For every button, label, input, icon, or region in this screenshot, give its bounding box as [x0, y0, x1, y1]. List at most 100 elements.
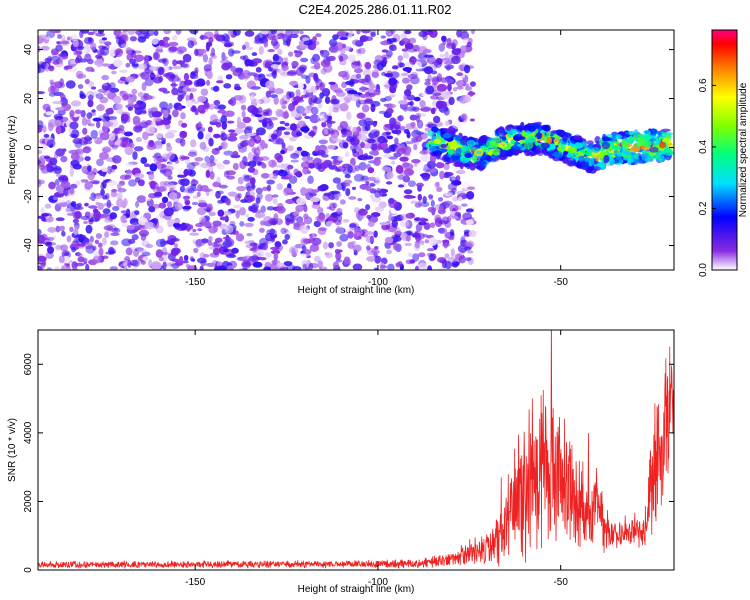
noise-blob: [53, 151, 59, 160]
noise-blob: [281, 142, 286, 149]
noise-blob: [297, 82, 304, 90]
noise-blob: [310, 85, 318, 93]
signal-blob: [523, 141, 534, 150]
noise-blob: [42, 103, 51, 111]
noise-blob: [191, 178, 196, 183]
noise-blob: [428, 253, 436, 262]
noise-blob: [289, 123, 297, 131]
noise-blob: [163, 207, 174, 217]
noise-blob: [244, 222, 254, 228]
noise-blob: [323, 127, 330, 135]
noise-blob: [276, 262, 285, 268]
noise-blob: [232, 150, 239, 157]
signal-blob: [641, 150, 648, 154]
noise-blob: [83, 220, 88, 225]
noise-blob: [199, 35, 208, 40]
noise-blob: [196, 78, 206, 87]
noise-blob: [162, 109, 169, 119]
noise-blob: [252, 152, 260, 161]
noise-blob: [444, 120, 450, 127]
noise-blob: [113, 227, 119, 232]
noise-blob: [183, 72, 190, 81]
noise-blob: [232, 162, 239, 171]
noise-blob: [106, 116, 117, 121]
noise-blob: [112, 95, 122, 104]
noise-blob: [244, 174, 253, 181]
noise-blob: [403, 107, 408, 112]
noise-blob: [206, 203, 213, 212]
noise-blob: [371, 150, 379, 156]
noise-blob: [342, 168, 352, 175]
noise-blob: [405, 136, 412, 146]
signal-blob: [480, 135, 487, 144]
noise-blob: [441, 242, 451, 247]
noise-blob: [339, 233, 349, 242]
noise-blob: [246, 80, 257, 90]
noise-blob: [229, 252, 236, 258]
noise-blob: [43, 155, 50, 160]
noise-blob: [353, 173, 365, 182]
noise-blob: [153, 30, 159, 36]
noise-blob: [116, 192, 123, 201]
signal-blob: [498, 126, 505, 133]
noise-blob: [446, 65, 451, 71]
noise-blob: [244, 30, 255, 37]
noise-blob: [134, 107, 143, 116]
noise-blob: [402, 51, 409, 59]
noise-blob: [405, 212, 416, 219]
noise-blob: [197, 201, 208, 208]
noise-blob: [199, 109, 206, 114]
noise-blob: [113, 59, 123, 68]
noise-blob: [415, 114, 421, 123]
noise-blob: [411, 158, 421, 164]
noise-blob: [409, 259, 416, 264]
noise-blob: [433, 60, 443, 68]
noise-blob: [137, 91, 144, 98]
noise-blob: [38, 45, 41, 53]
signal-blob: [433, 138, 442, 145]
noise-blob: [373, 230, 378, 238]
noise-blob: [424, 54, 434, 58]
noise-blob: [356, 112, 366, 119]
noise-blob: [451, 48, 462, 56]
signal-blob: [454, 135, 460, 140]
noise-blob: [441, 239, 450, 244]
noise-blob: [293, 210, 300, 216]
noise-blob: [300, 126, 310, 133]
noise-blob: [281, 64, 289, 71]
noise-blob: [129, 36, 137, 42]
noise-blob: [151, 110, 162, 118]
noise-blob: [359, 94, 367, 99]
noise-blob: [45, 36, 51, 40]
noise-blob: [333, 89, 344, 94]
noise-blob: [156, 133, 163, 139]
noise-blob: [282, 239, 288, 245]
noise-blob: [427, 206, 437, 213]
noise-blob: [385, 131, 392, 136]
x-tick-label: -150: [185, 277, 205, 288]
noise-blob: [432, 92, 442, 97]
colorbar-ticks: 0.0 0.2 0.4 0.6: [698, 78, 716, 277]
noise-blob: [383, 153, 392, 159]
noise-blob: [459, 30, 468, 34]
noise-blob: [214, 147, 221, 152]
noise-blob: [430, 200, 435, 208]
noise-blob: [417, 46, 428, 56]
noise-blob: [317, 227, 327, 235]
noise-blob: [467, 186, 476, 191]
noise-blob: [172, 59, 178, 67]
noise-blob: [191, 161, 200, 167]
noise-blob: [69, 226, 74, 233]
signal-blob: [501, 136, 507, 141]
noise-blob: [84, 135, 91, 141]
noise-blob: [81, 179, 86, 183]
noise-blob: [394, 230, 402, 236]
noise-blob: [442, 200, 453, 206]
noise-blob: [125, 247, 133, 256]
noise-blob: [186, 37, 197, 42]
noise-blob: [457, 244, 468, 253]
noise-blob: [158, 39, 165, 47]
noise-blob: [116, 109, 124, 115]
noise-blob: [210, 241, 222, 248]
noise-blob: [55, 125, 62, 135]
